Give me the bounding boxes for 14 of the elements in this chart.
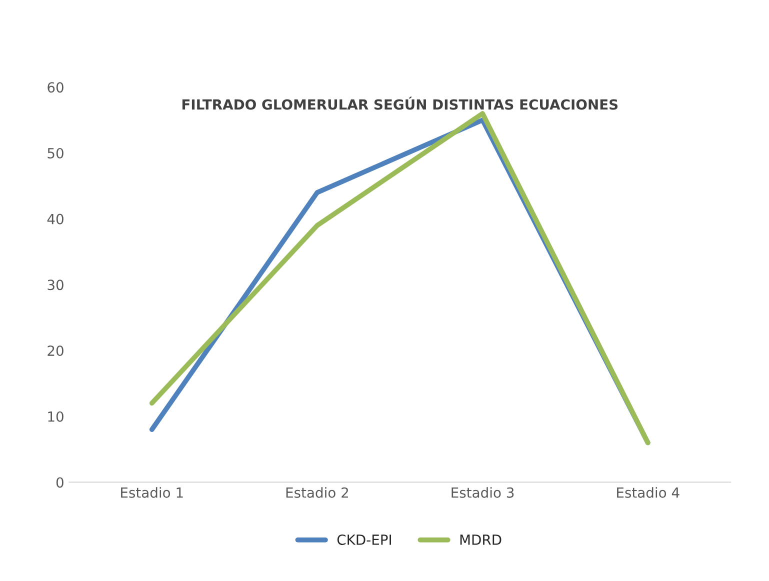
- y-tick-label: 0: [56, 477, 64, 488]
- x-tick-label: Estadio 1: [121, 487, 183, 498]
- legend-label: CKD-EPI: [337, 534, 391, 545]
- x-tick-label: Estadio 3: [452, 487, 514, 498]
- y-tick-label: 30: [48, 280, 64, 290]
- y-tick-label: 10: [48, 411, 64, 422]
- x-tick-label: Estadio 2: [286, 487, 348, 498]
- text: FILTRADO GLOMERULAR SEGÚN DISTINTAS ECUACIONES: [182, 96, 618, 110]
- y-tick-label: 40: [47, 214, 64, 224]
- y-tick-label: 50: [48, 148, 64, 158]
- legend-label: MDRD: [460, 534, 502, 545]
- y-tick-label: 60: [48, 82, 64, 93]
- y-tick-label: 20: [48, 346, 64, 356]
- x-tick-label: Estadio 4: [617, 487, 680, 498]
